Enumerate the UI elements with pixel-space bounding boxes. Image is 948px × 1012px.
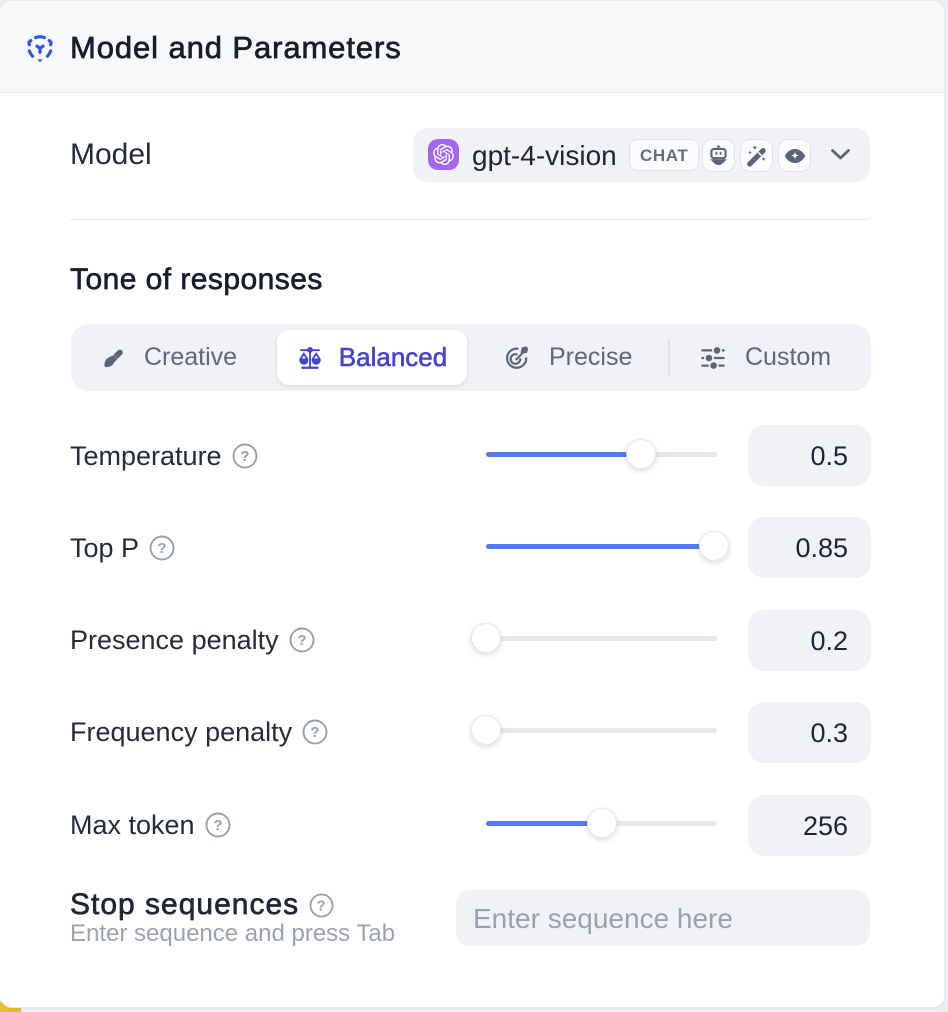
svg-text:?: ? bbox=[311, 724, 320, 741]
svg-text:?: ? bbox=[240, 448, 249, 465]
svg-text:?: ? bbox=[157, 540, 166, 557]
svg-text:?: ? bbox=[317, 898, 327, 914]
svg-text:?: ? bbox=[213, 817, 222, 834]
svg-text:?: ? bbox=[297, 632, 306, 649]
